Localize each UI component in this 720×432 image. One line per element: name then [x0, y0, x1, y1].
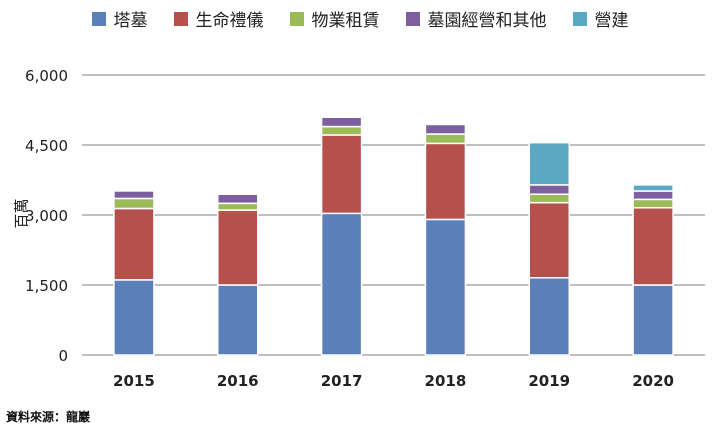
x-tick-label: 2018	[425, 372, 467, 390]
bar-segment	[424, 123, 467, 135]
bar-segment	[320, 212, 363, 356]
y-tick-label: 6,000	[25, 67, 68, 85]
legend-label: 營建	[594, 11, 629, 31]
legend-swatch	[289, 11, 304, 26]
bar-segment	[632, 198, 674, 209]
bar-segment	[217, 202, 259, 211]
bar-segment	[632, 284, 674, 356]
x-tick-label: 2015	[113, 372, 155, 390]
y-tick-label: 3,000	[25, 207, 68, 225]
bar-segment	[528, 201, 570, 279]
bar-segment	[113, 207, 155, 281]
bar-segment	[424, 133, 467, 145]
bar-segment	[113, 197, 155, 210]
legend-swatch	[572, 11, 587, 26]
bar-segment	[528, 184, 570, 195]
bar-segment	[113, 190, 155, 200]
bar-segment	[528, 141, 570, 186]
bar-segment	[424, 218, 467, 356]
legend-item: 墓園經營和其他	[405, 6, 547, 31]
legend-swatch	[91, 11, 106, 26]
x-tick-label: 2019	[528, 372, 570, 390]
legend-label: 生命禮儀	[195, 11, 264, 31]
y-tick-label: 1,500	[25, 277, 68, 295]
bar-segment	[424, 142, 467, 221]
legend-item: 塔墓	[91, 6, 148, 31]
legend: 塔墓 生命禮儀 物業租賃 墓園經營和其他 營建	[0, 6, 720, 31]
bar-segment	[320, 125, 363, 136]
legend-label: 塔墓	[113, 11, 148, 31]
x-tick-label: 2017	[321, 372, 363, 390]
source-note: 資料來源：龍巖	[6, 410, 91, 424]
x-tick-label: 2016	[217, 372, 259, 390]
legend-swatch	[405, 11, 420, 26]
bar-segment	[217, 193, 259, 205]
bar-segment	[632, 184, 674, 192]
legend-label: 物業租賃	[311, 11, 380, 31]
legend-item: 生命禮儀	[173, 6, 264, 31]
bar-segment	[113, 279, 155, 356]
bar-segment	[320, 116, 363, 128]
y-tick-label: 4,500	[25, 137, 68, 155]
bar-segment	[528, 277, 570, 356]
bar-segment	[632, 207, 674, 286]
bar-segment	[217, 284, 259, 356]
x-tick-label: 2020	[632, 372, 674, 390]
legend-swatch	[173, 11, 188, 26]
bar-segment	[528, 193, 570, 204]
bar-segment	[320, 134, 363, 215]
legend-item: 物業租賃	[289, 6, 380, 31]
legend-label: 墓園經營和其他	[427, 11, 547, 31]
y-tick-label: 0	[58, 347, 68, 365]
bar-segment	[632, 190, 674, 201]
legend-item: 營建	[572, 6, 629, 31]
bar-segment	[217, 209, 259, 286]
